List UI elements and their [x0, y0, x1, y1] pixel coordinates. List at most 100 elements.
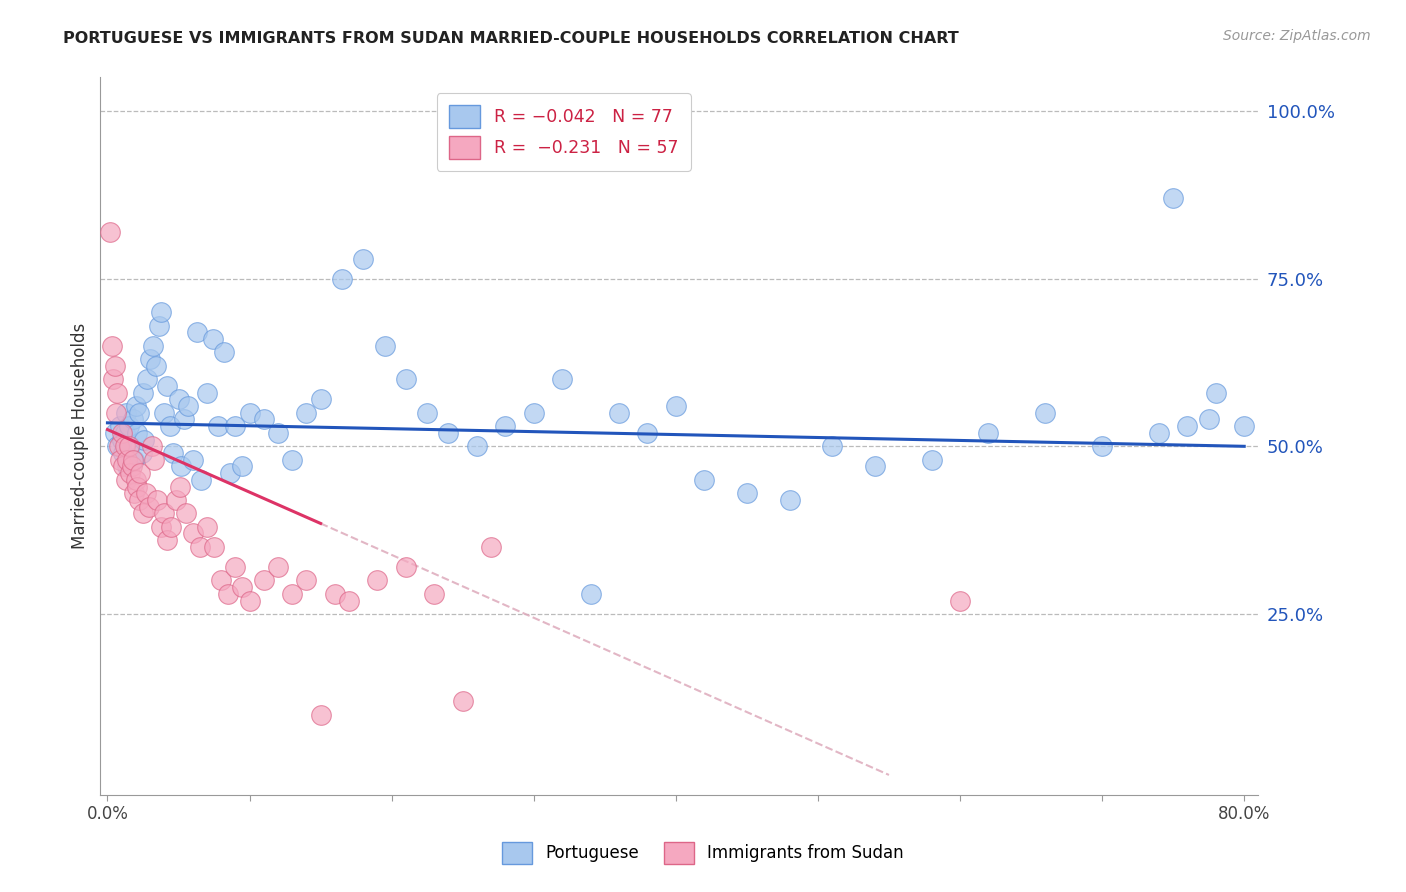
Point: [153, 406, 176, 420]
Point: [281, 452, 304, 467]
Point: [1161, 191, 1184, 205]
Point: [267, 425, 290, 440]
Point: [821, 439, 844, 453]
Point: [437, 425, 460, 440]
Point: [118, 439, 141, 453]
Point: [108, 439, 131, 453]
Point: [863, 459, 886, 474]
Point: [218, 466, 240, 480]
Point: [217, 587, 239, 601]
Point: [122, 452, 145, 467]
Point: [1177, 419, 1199, 434]
Legend: R = −0.042   N = 77, R =  −0.231   N = 57: R = −0.042 N = 77, R = −0.231 N = 57: [437, 94, 690, 171]
Point: [114, 439, 136, 453]
Point: [156, 379, 179, 393]
Point: [451, 694, 474, 708]
Point: [165, 492, 187, 507]
Point: [295, 406, 318, 420]
Point: [977, 425, 1000, 440]
Point: [330, 271, 353, 285]
Legend: Portuguese, Immigrants from Sudan: Portuguese, Immigrants from Sudan: [495, 836, 911, 871]
Point: [145, 359, 167, 373]
Point: [1198, 412, 1220, 426]
Point: [188, 540, 211, 554]
Point: [146, 492, 169, 507]
Point: [636, 425, 658, 440]
Point: [238, 593, 260, 607]
Point: [131, 446, 153, 460]
Point: [238, 406, 260, 420]
Point: [579, 587, 602, 601]
Point: [281, 587, 304, 601]
Point: [167, 392, 190, 407]
Point: [295, 574, 318, 588]
Y-axis label: Married-couple Households: Married-couple Households: [72, 323, 89, 549]
Point: [231, 459, 253, 474]
Point: [779, 492, 801, 507]
Point: [374, 339, 396, 353]
Point: [142, 339, 165, 353]
Point: [159, 419, 181, 434]
Point: [202, 540, 225, 554]
Point: [195, 520, 218, 534]
Point: [107, 439, 129, 453]
Point: [366, 574, 388, 588]
Point: [395, 560, 418, 574]
Point: [309, 392, 332, 407]
Point: [395, 372, 418, 386]
Point: [124, 486, 146, 500]
Point: [100, 339, 122, 353]
Point: [162, 446, 184, 460]
Point: [323, 587, 346, 601]
Point: [129, 466, 152, 480]
Point: [735, 486, 758, 500]
Point: [110, 419, 132, 434]
Point: [121, 459, 143, 474]
Point: [201, 332, 224, 346]
Point: [174, 507, 197, 521]
Point: [1147, 425, 1170, 440]
Point: [212, 345, 235, 359]
Point: [186, 326, 208, 340]
Point: [352, 252, 374, 266]
Point: [103, 359, 125, 373]
Text: Source: ZipAtlas.com: Source: ZipAtlas.com: [1223, 29, 1371, 43]
Point: [423, 587, 446, 601]
Point: [231, 580, 253, 594]
Point: [150, 305, 173, 319]
Point: [173, 412, 195, 426]
Point: [134, 433, 156, 447]
Point: [120, 466, 142, 480]
Point: [118, 419, 141, 434]
Point: [117, 452, 139, 467]
Point: [132, 385, 155, 400]
Point: [169, 479, 191, 493]
Point: [120, 439, 142, 453]
Point: [148, 318, 170, 333]
Point: [117, 459, 139, 474]
Point: [607, 406, 630, 420]
Point: [101, 372, 124, 386]
Point: [209, 574, 232, 588]
Point: [112, 459, 135, 474]
Point: [112, 446, 135, 460]
Point: [127, 479, 149, 493]
Point: [125, 399, 148, 413]
Point: [479, 540, 502, 554]
Point: [309, 707, 332, 722]
Point: [110, 452, 132, 467]
Point: [1233, 419, 1256, 434]
Point: [181, 526, 204, 541]
Point: [207, 419, 229, 434]
Point: [1205, 385, 1227, 400]
Point: [125, 473, 148, 487]
Point: [115, 406, 138, 420]
Point: [195, 385, 218, 400]
Point: [107, 385, 129, 400]
Point: [181, 452, 204, 467]
Point: [111, 433, 134, 447]
Point: [921, 452, 943, 467]
Point: [103, 425, 125, 440]
Point: [115, 473, 138, 487]
Point: [267, 560, 290, 574]
